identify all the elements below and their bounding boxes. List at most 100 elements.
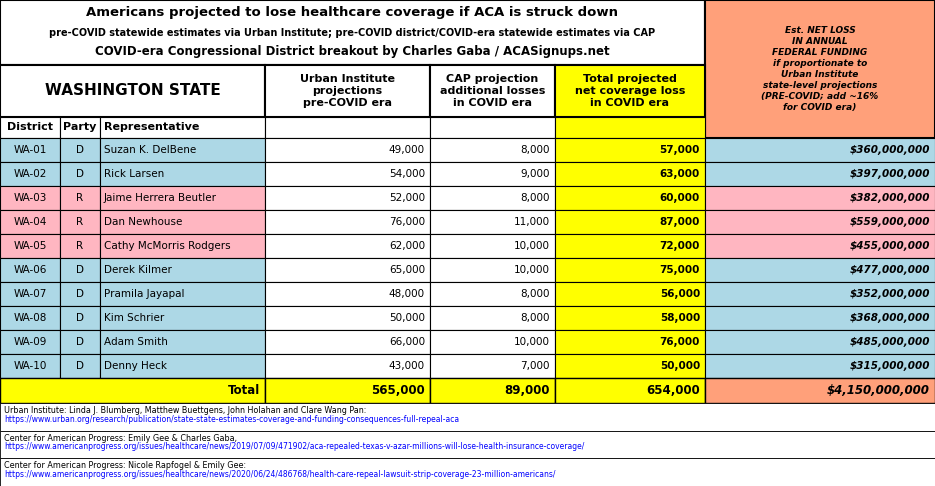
Text: Adam Smith: Adam Smith <box>104 337 168 347</box>
Bar <box>430 306 555 330</box>
Text: Suzan K. DelBene: Suzan K. DelBene <box>104 145 196 155</box>
Bar <box>100 117 265 138</box>
Bar <box>265 330 430 354</box>
Text: 75,000: 75,000 <box>659 265 700 275</box>
Bar <box>705 306 935 330</box>
Bar <box>555 138 705 162</box>
Bar <box>430 210 555 234</box>
Text: D: D <box>76 289 84 299</box>
Text: $360,000,000: $360,000,000 <box>850 145 930 155</box>
Bar <box>0 403 935 431</box>
Text: $4,150,000,000: $4,150,000,000 <box>827 384 930 397</box>
Bar <box>60 306 100 330</box>
Bar <box>705 234 935 258</box>
Bar <box>0 186 60 210</box>
Text: 57,000: 57,000 <box>659 145 700 155</box>
Text: R: R <box>77 193 83 203</box>
Text: 76,000: 76,000 <box>659 337 700 347</box>
Bar <box>430 117 555 138</box>
Bar <box>265 354 430 378</box>
Text: https://www.americanprogress.org/issues/healthcare/news/2019/07/09/471902/aca-re: https://www.americanprogress.org/issues/… <box>4 442 584 451</box>
Text: WASHINGTON STATE: WASHINGTON STATE <box>45 84 221 99</box>
Bar <box>430 138 555 162</box>
Bar <box>265 65 430 117</box>
Bar <box>555 282 705 306</box>
Bar <box>60 117 100 138</box>
Text: Center for American Progress: Emily Gee & Charles Gaba,: Center for American Progress: Emily Gee … <box>4 434 237 443</box>
Text: 60,000: 60,000 <box>660 193 700 203</box>
Text: 11,000: 11,000 <box>514 217 550 227</box>
Text: 43,000: 43,000 <box>389 361 425 371</box>
Bar <box>60 210 100 234</box>
Text: Americans projected to lose healthcare coverage if ACA is struck down: Americans projected to lose healthcare c… <box>87 6 618 19</box>
Bar <box>100 162 265 186</box>
Bar <box>0 65 265 117</box>
Bar <box>430 354 555 378</box>
Bar <box>705 162 935 186</box>
Text: $382,000,000: $382,000,000 <box>850 193 930 203</box>
Bar <box>430 162 555 186</box>
Text: WA-01: WA-01 <box>13 145 47 155</box>
Text: 9,000: 9,000 <box>521 169 550 179</box>
Bar <box>60 282 100 306</box>
Bar <box>555 354 705 378</box>
Text: 654,000: 654,000 <box>646 384 700 397</box>
Text: D: D <box>76 145 84 155</box>
Bar <box>555 306 705 330</box>
Bar <box>60 234 100 258</box>
Text: WA-07: WA-07 <box>13 289 47 299</box>
Text: 52,000: 52,000 <box>389 193 425 203</box>
Text: WA-02: WA-02 <box>13 169 47 179</box>
Text: D: D <box>76 265 84 275</box>
Text: 10,000: 10,000 <box>514 265 550 275</box>
Bar <box>100 186 265 210</box>
Bar <box>705 138 935 162</box>
Text: 58,000: 58,000 <box>660 313 700 323</box>
Bar <box>705 354 935 378</box>
Text: Cathy McMorris Rodgers: Cathy McMorris Rodgers <box>104 241 231 251</box>
Bar <box>265 186 430 210</box>
Text: CAP projection
additional losses
in COVID era: CAP projection additional losses in COVI… <box>439 73 545 108</box>
Bar <box>60 330 100 354</box>
Bar <box>60 186 100 210</box>
Text: $315,000,000: $315,000,000 <box>850 361 930 371</box>
Text: $455,000,000: $455,000,000 <box>850 241 930 251</box>
Bar <box>705 210 935 234</box>
Text: 8,000: 8,000 <box>521 289 550 299</box>
Text: WA-06: WA-06 <box>13 265 47 275</box>
Bar <box>705 0 935 138</box>
Text: 54,000: 54,000 <box>389 169 425 179</box>
Bar <box>100 210 265 234</box>
Text: Center for American Progress: Nicole Rapfogel & Emily Gee:: Center for American Progress: Nicole Rap… <box>4 461 246 470</box>
Bar <box>555 162 705 186</box>
Text: Est. NET LOSS
IN ANNUAL
FEDERAL FUNDING
if proportionate to
Urban Institute
stat: Est. NET LOSS IN ANNUAL FEDERAL FUNDING … <box>761 26 879 112</box>
Text: 7,000: 7,000 <box>521 361 550 371</box>
Bar <box>265 117 430 138</box>
Text: 76,000: 76,000 <box>389 217 425 227</box>
Bar <box>100 354 265 378</box>
Bar <box>430 234 555 258</box>
Text: pre-COVID statewide estimates via Urban Institute; pre-COVID district/COVID-era : pre-COVID statewide estimates via Urban … <box>50 28 655 38</box>
Bar <box>0 234 60 258</box>
Text: Jaime Herrera Beutler: Jaime Herrera Beutler <box>104 193 217 203</box>
Bar <box>430 186 555 210</box>
Text: 48,000: 48,000 <box>389 289 425 299</box>
Bar <box>705 378 935 403</box>
Bar <box>265 306 430 330</box>
Bar <box>430 282 555 306</box>
Bar <box>430 330 555 354</box>
Bar <box>265 234 430 258</box>
Text: $368,000,000: $368,000,000 <box>850 313 930 323</box>
Bar <box>0 117 60 138</box>
Text: R: R <box>77 217 83 227</box>
Bar <box>100 282 265 306</box>
Text: 72,000: 72,000 <box>659 241 700 251</box>
Bar <box>100 306 265 330</box>
Text: Representative: Representative <box>104 122 199 133</box>
Bar <box>0 431 935 458</box>
Text: 10,000: 10,000 <box>514 241 550 251</box>
Bar <box>0 138 60 162</box>
Bar <box>100 234 265 258</box>
Bar <box>100 258 265 282</box>
Bar <box>100 138 265 162</box>
